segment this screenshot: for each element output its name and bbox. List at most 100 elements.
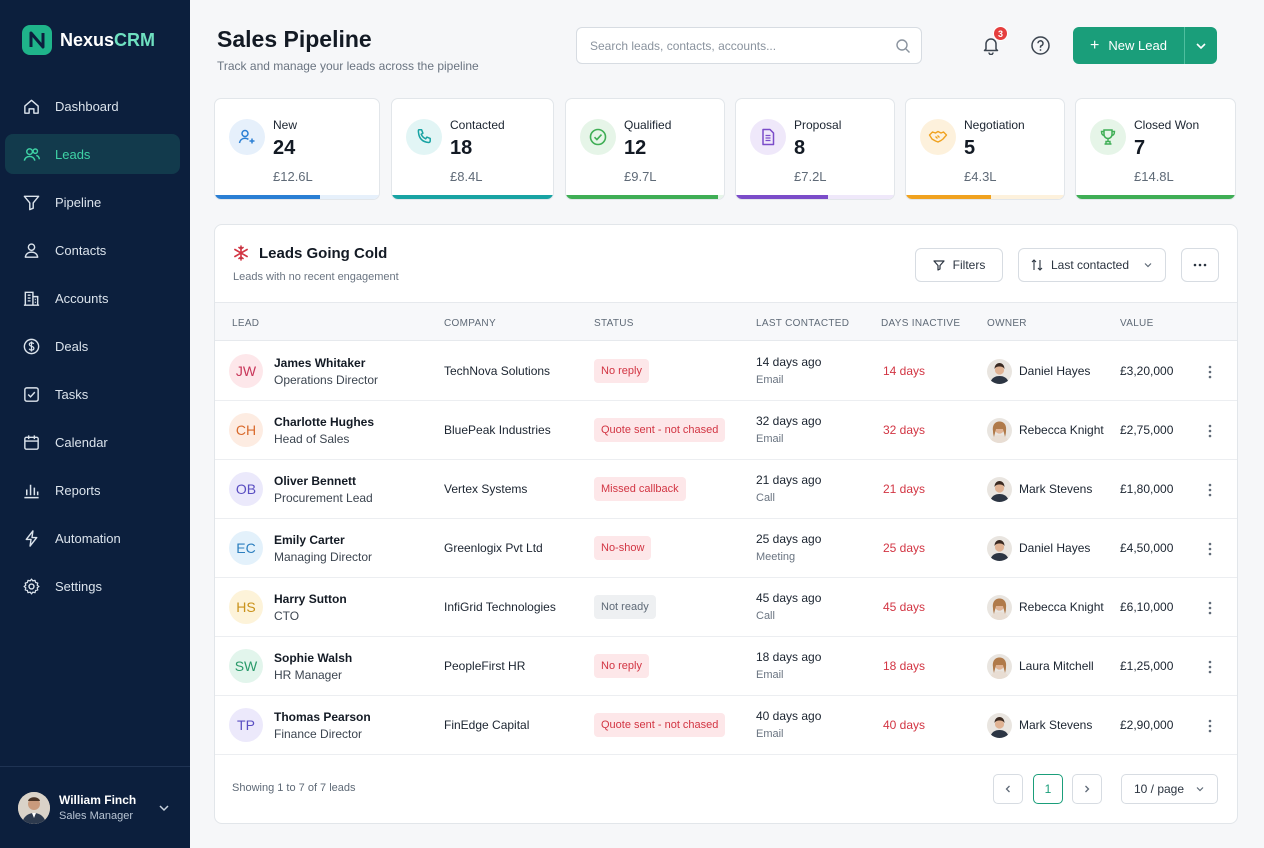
company-name: Greenlogix Pvt Ltd xyxy=(444,541,543,555)
snowflake-icon xyxy=(234,245,248,261)
page-number-button[interactable]: 1 xyxy=(1033,774,1063,804)
lead-role: Finance Director xyxy=(274,727,363,741)
notifications-button[interactable]: 3 xyxy=(976,26,1008,60)
sidebar-item-accounts[interactable]: Accounts xyxy=(5,278,180,318)
lead-role: Operations Director xyxy=(274,373,379,387)
column-header-company[interactable]: COMPANY xyxy=(444,318,496,329)
sidebar-item-tasks[interactable]: Tasks xyxy=(5,374,180,414)
column-header-value[interactable]: VALUE xyxy=(1120,318,1154,329)
row-actions-button[interactable] xyxy=(1203,716,1217,736)
deal-value: £6,10,000 xyxy=(1120,600,1174,614)
stat-label: Closed Won xyxy=(1134,118,1200,132)
status-badge: Not ready xyxy=(594,595,656,619)
deal-value: £2,75,000 xyxy=(1120,423,1174,437)
sort-dropdown[interactable]: Last contacted xyxy=(1018,248,1166,282)
sidebar-item-label: Dashboard xyxy=(55,98,119,114)
row-actions-button[interactable] xyxy=(1203,480,1217,500)
sidebar-item-pipeline[interactable]: Pipeline xyxy=(5,182,180,222)
stat-card-new[interactable]: New 24 £12.6L xyxy=(214,98,380,200)
deal-value: £1,80,000 xyxy=(1120,482,1174,496)
filters-button[interactable]: Filters xyxy=(915,248,1003,282)
bolt-icon xyxy=(25,529,38,547)
stat-card-qualified[interactable]: Qualified 12 £9.7L xyxy=(565,98,725,200)
search-box[interactable] xyxy=(576,27,922,64)
stat-card-negotiation[interactable]: Negotiation 5 £4.3L xyxy=(905,98,1065,200)
table-row[interactable]: HS Harry Sutton CTO InfiGrid Technologies No… xyxy=(215,578,1237,637)
sidebar-item-automation[interactable]: Automation xyxy=(5,518,180,558)
column-header-status[interactable]: STATUS xyxy=(594,318,634,329)
table-row[interactable]: EC Emily Carter Managing Director Greenlogi… xyxy=(215,519,1237,578)
row-actions-button[interactable] xyxy=(1203,362,1217,382)
sidebar-item-reports[interactable]: Reports xyxy=(5,470,180,510)
lead-name[interactable]: Sophie Walsh xyxy=(274,651,353,665)
previous-page-button[interactable] xyxy=(993,774,1023,804)
sidebar-item-deals[interactable]: Deals xyxy=(5,326,180,366)
sidebar-item-settings[interactable]: Settings xyxy=(5,566,180,606)
stat-progress-fill xyxy=(392,195,553,199)
more-options-button[interactable] xyxy=(1181,248,1219,282)
owner-avatar xyxy=(987,477,1012,502)
column-header-last-contacted[interactable]: LAST CONTACTED xyxy=(756,318,850,329)
sidebar-item-contacts[interactable]: Contacts xyxy=(5,230,180,270)
lead-name[interactable]: Harry Sutton xyxy=(274,592,347,606)
lead-name[interactable]: Emily Carter xyxy=(274,533,345,547)
next-page-button[interactable] xyxy=(1072,774,1102,804)
sidebar-item-leads[interactable]: Leads xyxy=(5,134,180,174)
help-icon xyxy=(1030,35,1050,55)
stat-card-proposal[interactable]: Proposal 8 £7.2L xyxy=(735,98,895,200)
row-actions-button[interactable] xyxy=(1203,421,1217,441)
brand[interactable]: NexusCRM xyxy=(0,0,190,80)
status-badge: Quote sent - not chased xyxy=(594,713,726,737)
stat-count: 7 xyxy=(1134,137,1146,159)
lead-name[interactable]: Thomas Pearson xyxy=(274,710,371,724)
row-actions-button[interactable] xyxy=(1203,598,1217,618)
owner-avatar xyxy=(987,418,1012,443)
lead-name[interactable]: Oliver Bennett xyxy=(274,474,357,488)
lead-name[interactable]: James Whitaker xyxy=(274,356,366,370)
table-row[interactable]: OB Oliver Bennett Procurement Lead Vertex S… xyxy=(215,460,1237,519)
table-row[interactable]: TP Thomas Pearson Finance Director FinEdge … xyxy=(215,696,1237,755)
sidebar-item-dashboard[interactable]: Dashboard xyxy=(5,86,180,126)
owner-name: Laura Mitchell xyxy=(1019,659,1094,673)
contact-channel: Email xyxy=(756,374,784,386)
panel-subtitle: Leads with no recent engagement xyxy=(233,271,399,283)
stat-label: Qualified xyxy=(624,118,672,132)
lead-name[interactable]: Charlotte Hughes xyxy=(274,415,375,429)
help-button[interactable] xyxy=(1025,30,1055,60)
lead-role: HR Manager xyxy=(274,668,343,682)
new-lead-dropdown[interactable] xyxy=(1184,27,1217,64)
sidebar-nav: Dashboard Leads Pipeline Contacts Accounts De… xyxy=(0,86,190,606)
lead-role: Managing Director xyxy=(274,550,373,564)
page-size-select[interactable]: 10 / page xyxy=(1121,774,1218,804)
more-vertical-icon xyxy=(1208,601,1212,615)
row-actions-button[interactable] xyxy=(1203,657,1217,677)
more-vertical-icon xyxy=(1208,542,1212,556)
stat-card-contacted[interactable]: Contacted 18 £8.4L xyxy=(391,98,554,200)
company-name: FinEdge Capital xyxy=(444,718,530,732)
users-icon xyxy=(23,147,41,161)
stat-progress-fill xyxy=(215,195,320,199)
sidebar-item-label: Pipeline xyxy=(55,194,102,210)
check-circle-icon xyxy=(580,119,616,155)
column-header-days-inactive[interactable]: DAYS INACTIVE xyxy=(881,318,961,329)
column-header-lead[interactable]: LEAD xyxy=(232,318,260,329)
new-lead-label: New Lead xyxy=(1108,38,1167,53)
stat-card-closed-won[interactable]: Closed Won 7 £14.8L xyxy=(1075,98,1236,200)
table-row[interactable]: CH Charlotte Hughes Head of Sales BluePeak … xyxy=(215,401,1237,460)
sidebar-item-calendar[interactable]: Calendar xyxy=(5,422,180,462)
stat-label: Negotiation xyxy=(964,118,1025,132)
user-menu[interactable]: William Finch Sales Manager xyxy=(0,766,190,848)
owner-avatar xyxy=(987,359,1012,384)
chevron-down-icon[interactable] xyxy=(158,802,170,814)
contact-channel: Email xyxy=(756,669,784,681)
table-row[interactable]: SW Sophie Walsh HR Manager PeopleFirst HR No… xyxy=(215,637,1237,696)
company-name: Vertex Systems xyxy=(444,482,528,496)
new-lead-button[interactable]: + New Lead xyxy=(1073,27,1184,64)
contact-channel: Call xyxy=(756,492,775,504)
stat-progress-bar xyxy=(566,195,724,199)
column-header-owner[interactable]: OWNER xyxy=(987,318,1027,329)
row-actions-button[interactable] xyxy=(1203,539,1217,559)
search-input[interactable] xyxy=(590,38,895,53)
table-row[interactable]: JW James Whitaker Operations Director TechN… xyxy=(215,342,1237,401)
stat-progress-bar xyxy=(906,195,1064,199)
